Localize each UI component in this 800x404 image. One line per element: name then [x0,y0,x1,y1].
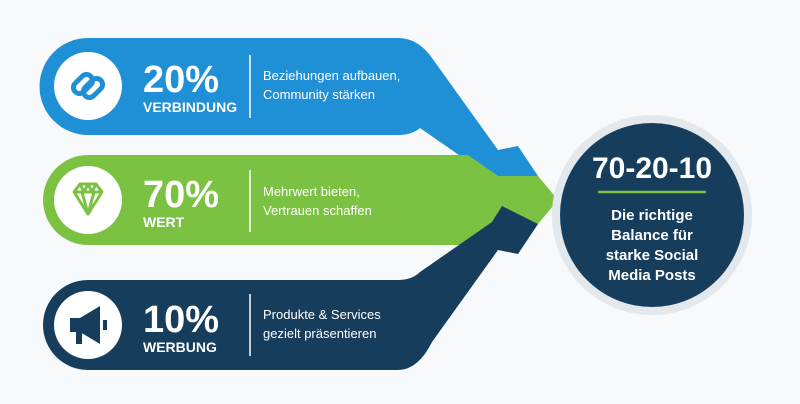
label: VERBINDUNG [143,99,237,115]
arrow-blue [39,38,538,194]
description: Vertrauen schaffen [263,203,372,218]
summary-title: 70-20-10 [592,152,712,185]
description: Beziehungen aufbauen, [263,68,400,83]
label: WERT [143,214,185,230]
diamond-icon [72,182,104,216]
icon-circle [54,166,122,234]
description: gezielt präsentieren [263,326,376,341]
percent: 70% [143,174,219,216]
description: Produkte & Services [263,307,381,322]
megaphone-icon [70,306,107,344]
arrow-navy [43,206,538,370]
percent: 10% [143,299,219,341]
summary-text: starke Social [606,247,699,264]
link-icon [70,71,106,101]
summary-text: Media Posts [608,267,696,284]
description: Mehrwert bieten, [263,184,360,199]
summary-text: Balance für [611,227,693,244]
summary-circle [560,123,744,307]
summary-text: Die richtige [611,207,693,224]
description: Community stärken [263,87,375,102]
arrow-green [43,155,558,245]
label: WERBUNG [143,339,217,355]
percent: 20% [143,59,219,101]
